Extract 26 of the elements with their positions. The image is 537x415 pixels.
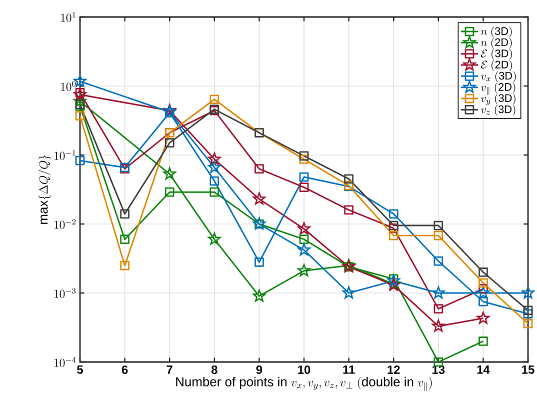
x-tick-label: 12 xyxy=(388,366,400,374)
legend-label: $n\ \mathrm{(2D)}$ xyxy=(481,38,512,49)
x-tick-label: 11 xyxy=(343,366,355,374)
x-tick-label: 15 xyxy=(522,366,534,374)
y-tick-label: $10^{-4}$ xyxy=(54,357,76,367)
legend-label: $v_x\ \mathrm{(3D)}$ xyxy=(481,71,516,82)
x-tick-label: 14 xyxy=(477,366,490,374)
x-tick-label: 7 xyxy=(166,366,172,374)
x-tick-label: 8 xyxy=(211,366,218,374)
y-axis-title: $\max\{\Delta Q/Q\}$ xyxy=(38,155,51,224)
x-tick-label: 6 xyxy=(122,366,128,374)
legend-label: $\mathcal{E}\ \mathrm{(2D)}$ xyxy=(481,60,512,72)
x-tick-label: 10 xyxy=(298,366,310,374)
legend-label: $v_\parallel\ \mathrm{(2D)}$ xyxy=(481,82,516,95)
y-tick-label: $10^{-3}$ xyxy=(54,288,76,298)
legend-label: $n\ \mathrm{(3D)}$ xyxy=(481,26,512,38)
x-tick-label: 9 xyxy=(256,366,262,374)
x-tick-label: 5 xyxy=(77,366,83,374)
x-axis-title: $\mathrm{Number\ of\ points\ in}\ v_x, v_y, v_z, v_\perp\ \mathrm{(double\ in}\ v_\parallel\mathrm{)}$ xyxy=(176,376,432,392)
legend-label: $\mathcal{E}\ \mathrm{(3D)}$ xyxy=(481,49,512,60)
legend-label: $v_y\ \mathrm{(3D)}$ xyxy=(481,94,516,106)
legend-label: $v_z\ \mathrm{(3D)}$ xyxy=(481,104,516,116)
y-tick-label: $10^{-2}$ xyxy=(54,219,76,229)
y-tick-label: $10^{0}$ xyxy=(61,81,76,91)
y-tick-label: $10^{1}$ xyxy=(61,12,76,22)
y-tick-label: $10^{-1}$ xyxy=(54,150,76,160)
